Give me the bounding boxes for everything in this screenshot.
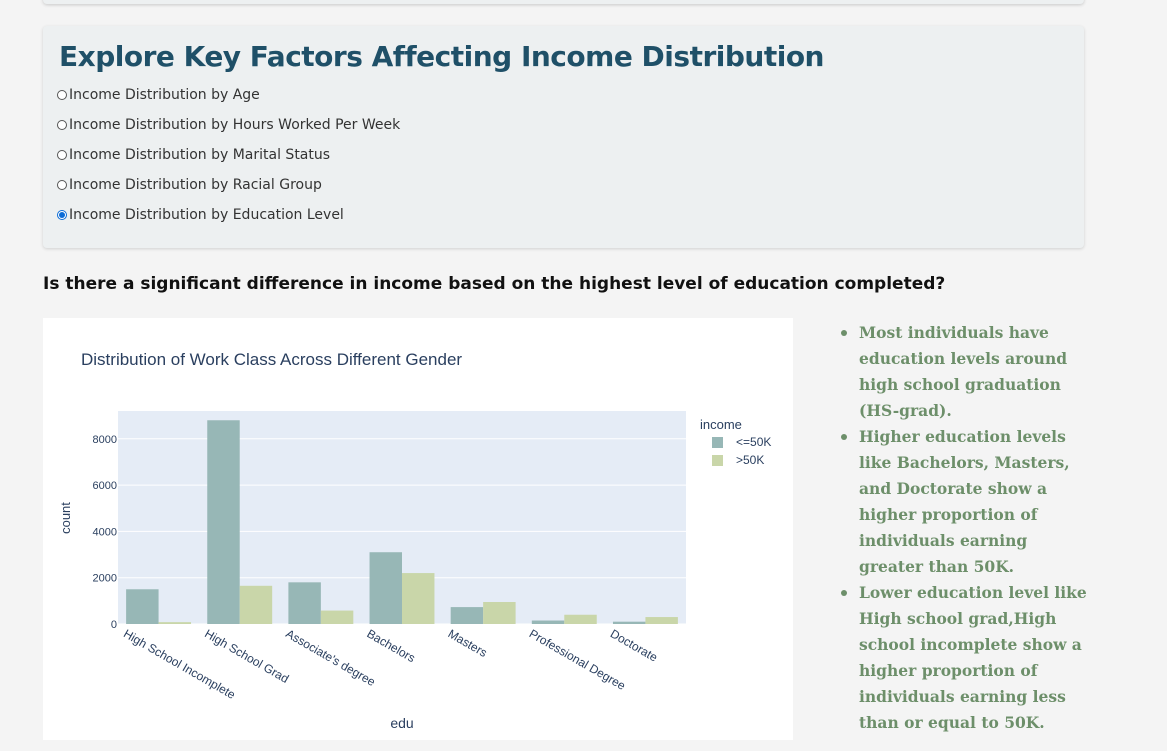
x-tick-label: Masters (446, 626, 490, 659)
radio-button[interactable] (57, 180, 67, 190)
bar[interactable] (239, 585, 273, 624)
bar[interactable] (450, 607, 484, 624)
bar[interactable] (531, 620, 565, 624)
factors-title: Explore Key Factors Affecting Income Dis… (59, 40, 824, 73)
legend-label[interactable]: >50K (736, 453, 764, 467)
radio-option-hours[interactable]: Income Distribution by Hours Worked Per … (57, 115, 400, 135)
y-tick-label: 4000 (93, 526, 117, 538)
radio-button[interactable] (57, 120, 67, 130)
bar[interactable] (612, 621, 646, 624)
radio-label: Income Distribution by Racial Group (69, 177, 322, 193)
section-question: Is there a significant difference in inc… (43, 274, 946, 294)
bars (126, 420, 678, 624)
y-tick-label: 0 (111, 619, 117, 631)
bar[interactable] (483, 602, 516, 624)
bar[interactable] (320, 610, 354, 624)
radio-option-race[interactable]: Income Distribution by Racial Group (57, 175, 322, 195)
bar[interactable] (207, 420, 240, 624)
x-tick-label: Doctorate (608, 626, 660, 664)
bar[interactable] (564, 614, 597, 624)
bar[interactable] (288, 582, 321, 624)
legend-title: income (700, 417, 742, 432)
chart-title: Distribution of Work Class Across Differ… (81, 350, 462, 369)
factors-panel: Explore Key Factors Affecting Income Dis… (43, 26, 1084, 248)
radio-option-marital-status[interactable]: Income Distribution by Marital Status (57, 145, 330, 165)
radio-label: Income Distribution by Marital Status (69, 147, 331, 163)
previous-card (43, 0, 1084, 4)
radio-label: Income Distribution by Hours Worked Per … (69, 117, 401, 133)
legend-label[interactable]: <=50K (736, 435, 771, 449)
bar[interactable] (369, 552, 402, 624)
insight-item: Higher education levels like Bachelors, … (838, 424, 1088, 580)
x-tick-label: Bachelors (365, 626, 418, 665)
chart-canvas: 0 2000 4000 6000 8000 High School Incomplete… (58, 350, 771, 731)
x-axis-label: edu (390, 715, 413, 731)
radio-label: Income Distribution by Education Level (69, 207, 344, 223)
insight-item: Most individuals have education levels a… (838, 320, 1088, 424)
insights-list: Most individuals have education levels a… (838, 320, 1088, 736)
y-tick-label: 8000 (93, 434, 117, 446)
radio-label: Income Distribution by Age (69, 87, 260, 103)
legend-swatch[interactable] (712, 455, 723, 466)
radio-button[interactable] (57, 90, 67, 100)
radio-button[interactable] (57, 150, 67, 160)
y-tick-label: 2000 (93, 573, 117, 585)
x-tick-label: Associate's degree (283, 626, 378, 689)
bar[interactable] (158, 622, 192, 624)
legend[interactable]: income <=50K >50K (700, 417, 771, 467)
radio-option-education[interactable]: Income Distribution by Education Level (57, 205, 344, 225)
insight-item: Lower education level like High school g… (838, 580, 1088, 736)
bar[interactable] (126, 589, 159, 624)
y-axis-label: count (58, 502, 73, 534)
bar[interactable] (645, 617, 678, 624)
education-income-chart: 0 2000 4000 6000 8000 High School Incomplete… (43, 318, 793, 740)
y-tick-label: 6000 (93, 480, 117, 492)
radio-button-selected[interactable] (57, 210, 67, 220)
radio-option-age[interactable]: Income Distribution by Age (57, 85, 260, 105)
bar[interactable] (402, 573, 435, 624)
y-tick-labels: 0 2000 4000 6000 8000 (93, 434, 117, 631)
legend-swatch[interactable] (712, 437, 723, 448)
